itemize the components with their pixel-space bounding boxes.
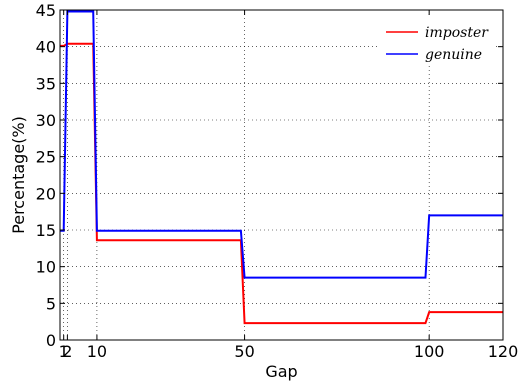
axis-ticks: 0 5 10 15 20 25 30 35 40 45 12 10 50 100 120 [36, 1, 519, 361]
series-lines [60, 10, 503, 325]
legend-box [378, 16, 496, 64]
y-tick-label: 40 [36, 38, 56, 57]
legend-label-genuine: genuine [425, 47, 482, 63]
x-tick-label: 1 [59, 342, 69, 361]
legend-label-imposter: imposter [425, 25, 489, 41]
y-tick-label: 30 [36, 111, 56, 130]
series-line-imposter [60, 42, 503, 325]
legend: imposter genuine [378, 16, 496, 64]
x-tick-label: 120 [488, 342, 519, 361]
series-line-genuine [60, 10, 503, 279]
y-tick-label: 35 [36, 74, 56, 93]
plot-frame [59, 9, 504, 341]
x-axis-label: Gap [265, 362, 297, 381]
x-tick-label: 100 [414, 342, 445, 361]
x-tick-label: 10 [87, 342, 107, 361]
y-tick-label: 10 [36, 258, 56, 277]
y-tick-label: 45 [36, 1, 56, 20]
x-tick-label: 50 [234, 342, 254, 361]
y-axis-label: Percentage(%) [9, 116, 28, 234]
y-tick-label: 0 [46, 331, 56, 350]
y-tick-label: 25 [36, 148, 56, 167]
x-tick-label: 2 [62, 342, 72, 361]
y-tick-label: 5 [46, 294, 56, 313]
y-tick-label: 20 [36, 184, 56, 203]
y-tick-label: 15 [36, 221, 56, 240]
